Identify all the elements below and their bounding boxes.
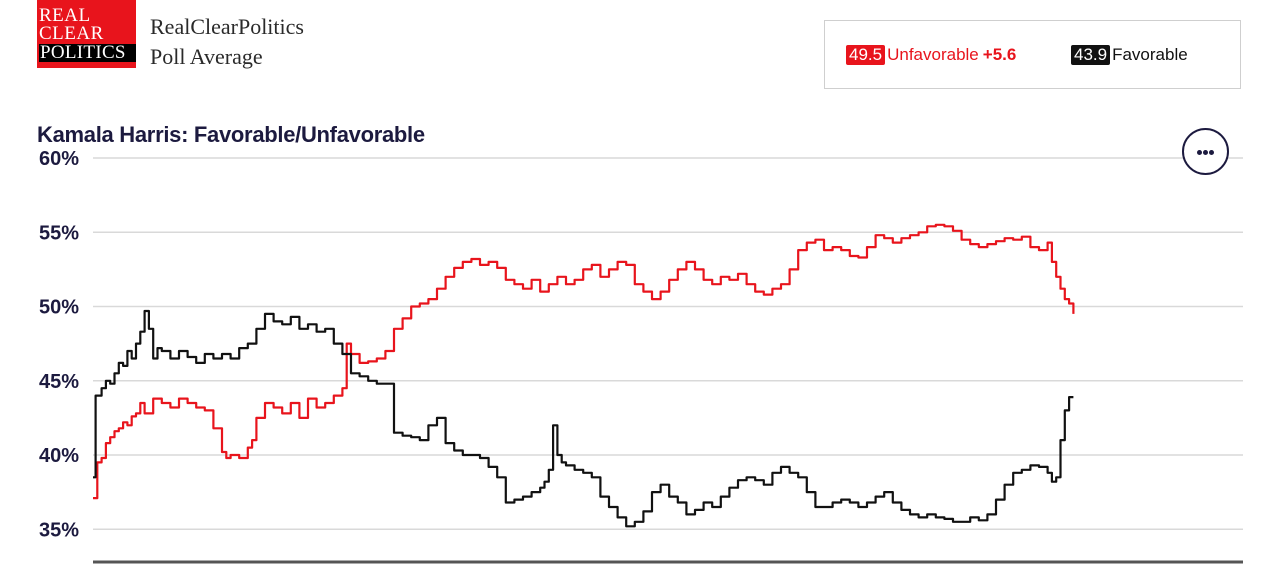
site-name: RealClearPolitics bbox=[150, 14, 304, 39]
unfavorable-spread: +5.6 bbox=[982, 45, 1017, 64]
gridlines bbox=[93, 157, 1243, 530]
menu-dot bbox=[1209, 150, 1214, 155]
y-tick-label: 55% bbox=[39, 222, 79, 244]
unfavorable-label: Unfavorable bbox=[887, 45, 979, 64]
menu-dot bbox=[1203, 150, 1208, 155]
logo-line-1: REAL bbox=[39, 5, 91, 26]
y-tick-label: 40% bbox=[39, 445, 79, 467]
legend-favorable: 43.9 Favorable bbox=[1071, 45, 1188, 65]
series-lines bbox=[93, 223, 1075, 528]
chart-menu-button[interactable] bbox=[1182, 128, 1229, 175]
legend-unfavorable: 49.5 Unfavorable +5.6 bbox=[846, 45, 1016, 65]
unfavorable-value-badge: 49.5 bbox=[846, 45, 886, 65]
menu-dot bbox=[1197, 150, 1202, 155]
site-subtitle: Poll Average bbox=[150, 44, 263, 69]
rcp-logo[interactable]: REAL CLEAR POLITICS bbox=[37, 0, 136, 68]
y-tick-label: 50% bbox=[39, 297, 79, 319]
y-axis-ticks: 60% 55% 50% 45% 40% 35% bbox=[39, 148, 79, 541]
logo-line-3: POLITICS bbox=[39, 43, 136, 62]
y-tick-label: 35% bbox=[39, 519, 79, 541]
legend-box: 49.5 Unfavorable +5.6 43.9 Favorable bbox=[824, 20, 1241, 89]
series-line-favorable bbox=[93, 309, 1074, 528]
y-tick-label: 60% bbox=[39, 148, 79, 170]
logo-line-2: CLEAR bbox=[39, 23, 104, 44]
y-tick-label: 45% bbox=[39, 371, 79, 393]
site-heading: RealClearPolitics Poll Average bbox=[150, 12, 304, 72]
favorable-value-badge: 43.9 bbox=[1071, 45, 1111, 65]
series-line-unfavorable bbox=[93, 223, 1075, 500]
favorable-label: Favorable bbox=[1112, 45, 1188, 64]
chart-title: Kamala Harris: Favorable/Unfavorable bbox=[37, 122, 425, 147]
